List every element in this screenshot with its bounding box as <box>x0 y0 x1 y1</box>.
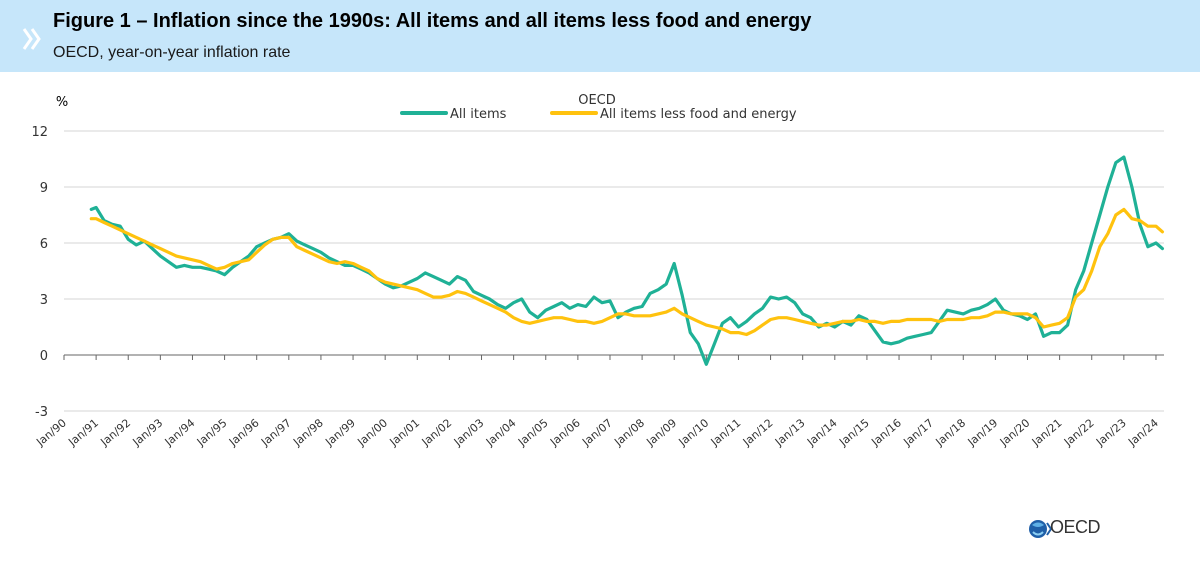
chevron-right-icon <box>22 28 41 50</box>
x-tick-label: Jan/23 <box>1093 416 1129 449</box>
x-tick-label: Jan/97 <box>258 416 294 449</box>
x-tick-label: Jan/93 <box>130 416 166 449</box>
legend-label: All items <box>450 107 507 122</box>
x-tick-label: Jan/09 <box>643 416 679 449</box>
x-tick-label: Jan/15 <box>836 416 872 449</box>
y-tick-label: 12 <box>31 125 48 140</box>
oecd-logo-icon <box>1029 520 1053 538</box>
x-tick-label: Jan/98 <box>290 416 326 449</box>
x-tick-label: Jan/13 <box>772 416 808 449</box>
x-tick-label: Jan/17 <box>900 416 936 449</box>
x-tick-label: Jan/04 <box>483 416 519 449</box>
x-tick-label: Jan/08 <box>611 416 647 449</box>
x-tick-label: Jan/91 <box>65 416 101 449</box>
y-axis-label: % <box>56 95 68 110</box>
x-tick-label: Jan/00 <box>354 416 390 449</box>
x-tick-label: Jan/03 <box>451 416 487 449</box>
x-tick-label: Jan/12 <box>740 416 776 449</box>
x-tick-label: Jan/22 <box>1061 416 1097 449</box>
x-tick-label: Jan/92 <box>97 416 133 449</box>
x-tick-label: Jan/19 <box>965 416 1001 449</box>
series-line-less-food-energy <box>89 207 1164 337</box>
figure-header: Figure 1 – Inflation since the 1990s: Al… <box>0 0 1200 72</box>
x-tick-label: Jan/07 <box>579 416 615 449</box>
x-tick-label: Jan/16 <box>868 416 904 449</box>
x-tick-label: Jan/95 <box>194 416 230 449</box>
x-tick-label: Jan/14 <box>804 416 840 449</box>
figure-title: Figure 1 – Inflation since the 1990s: Al… <box>53 10 812 32</box>
chart-title: OECD <box>578 93 616 108</box>
y-tick-label: 6 <box>40 237 48 252</box>
x-tick-label: Jan/11 <box>708 416 744 449</box>
y-tick-label: 0 <box>40 349 48 364</box>
x-tick-label: Jan/02 <box>419 416 455 449</box>
x-tick-label: Jan/94 <box>162 416 198 449</box>
x-tick-label: Jan/96 <box>226 416 262 449</box>
y-tick-label: 3 <box>40 293 48 308</box>
x-tick-label: Jan/21 <box>1029 416 1065 449</box>
legend-label: All items less food and energy <box>600 107 797 122</box>
x-tick-label: Jan/24 <box>1125 416 1161 449</box>
series-line-all-items <box>89 155 1164 366</box>
x-tick-label: Jan/20 <box>997 416 1033 449</box>
figure-subtitle: OECD, year-on-year inflation rate <box>53 44 291 61</box>
x-tick-label: Jan/99 <box>322 416 358 449</box>
x-tick-label: Jan/06 <box>547 416 583 449</box>
line-chart: OECD%-3036912Jan/90Jan/91Jan/92Jan/93Jan… <box>31 93 1164 449</box>
x-tick-label: Jan/01 <box>387 416 423 449</box>
x-tick-label: Jan/05 <box>515 416 551 449</box>
oecd-logo-text: OECD <box>1050 517 1101 537</box>
y-tick-label: -3 <box>35 405 48 420</box>
y-tick-label: 9 <box>40 181 48 196</box>
x-tick-label: Jan/18 <box>933 416 969 449</box>
x-tick-label: Jan/10 <box>676 416 712 449</box>
x-tick-label: Jan/90 <box>33 416 69 449</box>
